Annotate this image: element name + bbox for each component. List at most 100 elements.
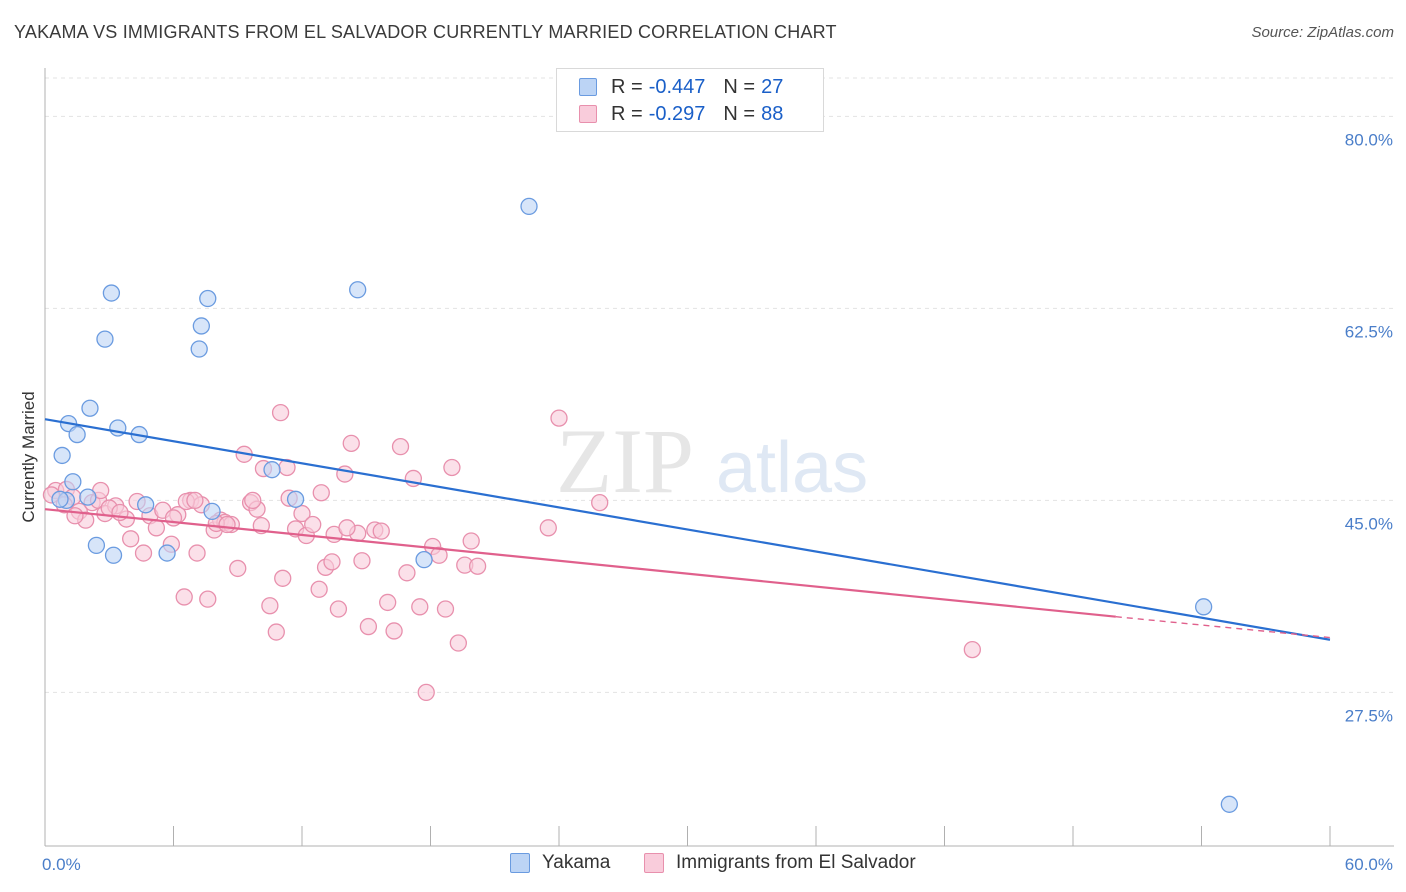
yakama-point bbox=[79, 488, 97, 506]
bottom-legend-salvador: Immigrants from El Salvador bbox=[644, 852, 916, 874]
salvador-point bbox=[261, 597, 279, 615]
salvador-point bbox=[379, 593, 397, 612]
salvador-point bbox=[353, 552, 371, 570]
yakama-point bbox=[51, 490, 69, 508]
bottom-legend-label-yakama: Yakama bbox=[542, 852, 611, 873]
yakama-point bbox=[1220, 795, 1238, 813]
salvador-point bbox=[66, 507, 84, 525]
watermark-zip: ZIP bbox=[556, 410, 694, 512]
yakama-point bbox=[102, 284, 121, 302]
salvador-point bbox=[310, 580, 328, 598]
legend-row-salvador: R = -0.297 N = 88 bbox=[579, 103, 783, 125]
salvador-point bbox=[244, 491, 262, 510]
yakama-point bbox=[158, 544, 176, 562]
legend-n-label: N = bbox=[723, 75, 756, 98]
tick-labels: 80.0% 62.5% 45.0% 27.5% 0.0% 60.0% Currently M… bbox=[19, 130, 1393, 874]
chart-source: Source: ZipAtlas.com bbox=[1251, 24, 1394, 41]
bottom-legend-swatch-yakama bbox=[510, 853, 530, 873]
yakama-point bbox=[64, 473, 82, 491]
trend-line-yakama bbox=[44, 418, 1331, 641]
y-tick-label: 27.5% bbox=[1345, 706, 1393, 725]
yakama-point bbox=[104, 546, 123, 564]
chart-title: YAKAMA VS IMMIGRANTS FROM EL SALVADOR CU… bbox=[14, 22, 837, 42]
yakama-point bbox=[68, 425, 86, 444]
salvador-point bbox=[417, 683, 435, 702]
bottom-legend-label-salvador: Immigrants from El Salvador bbox=[676, 852, 916, 873]
yakama-point bbox=[53, 446, 71, 465]
salvador-point bbox=[591, 493, 609, 512]
salvador-point bbox=[359, 617, 378, 636]
yakama-point bbox=[96, 330, 114, 348]
salvador-point bbox=[329, 600, 348, 618]
yakama-point bbox=[190, 340, 208, 358]
legend-swatch-salvador bbox=[579, 105, 597, 123]
legend-r-value: -0.447 bbox=[648, 75, 706, 98]
legend-r-value: -0.297 bbox=[648, 102, 706, 125]
yakama-point bbox=[199, 289, 217, 308]
salvador-point bbox=[550, 409, 568, 427]
yakama-point bbox=[1194, 598, 1213, 616]
salvador-point bbox=[336, 465, 354, 483]
legend-swatch-yakama bbox=[579, 78, 597, 96]
salvador-point bbox=[372, 522, 390, 540]
legend-r-label: R = bbox=[611, 75, 643, 98]
salvador-point bbox=[449, 634, 467, 652]
salvador-point bbox=[312, 484, 330, 502]
yakama-point bbox=[81, 399, 99, 417]
salvador-point bbox=[342, 434, 360, 452]
trend-line-salvador-extension bbox=[1115, 616, 1331, 639]
salvador-point bbox=[188, 544, 206, 562]
legend: R = -0.447 N = 27 R = -0.297 N = 88 bbox=[556, 68, 824, 132]
salvador-point bbox=[436, 600, 455, 618]
salvador-point bbox=[391, 437, 410, 456]
bottom-legend-swatch-salvador bbox=[644, 853, 664, 873]
legend-n-value: 27 bbox=[761, 75, 784, 98]
y-tick-label: 62.5% bbox=[1345, 322, 1393, 341]
x-tick-label: 60.0% bbox=[1345, 855, 1393, 874]
salvador-point bbox=[462, 532, 480, 550]
salvador-point bbox=[323, 553, 341, 571]
x-tick-label: 0.0% bbox=[42, 855, 81, 874]
y-tick-label: 45.0% bbox=[1345, 514, 1393, 533]
grid-lines bbox=[45, 77, 1394, 693]
bottom-legend-yakama: Yakama bbox=[510, 852, 610, 874]
yakama-point bbox=[203, 502, 221, 521]
salvador-point bbox=[271, 403, 290, 422]
yakama-point bbox=[263, 461, 281, 479]
watermark-atlas: atlas bbox=[716, 428, 868, 508]
salvador-point bbox=[267, 623, 285, 641]
salvador-point bbox=[338, 519, 356, 537]
salvador-point bbox=[963, 640, 981, 659]
axes bbox=[44, 68, 1394, 847]
legend-row-yakama: R = -0.447 N = 27 bbox=[579, 76, 783, 98]
trend-lines bbox=[44, 418, 1331, 641]
watermark: ZIP atlas bbox=[556, 410, 868, 512]
data-points bbox=[42, 197, 1238, 813]
salvador-point bbox=[443, 458, 461, 477]
yakama-point bbox=[520, 197, 538, 216]
yakama-point bbox=[415, 550, 433, 569]
salvador-point bbox=[175, 588, 193, 606]
yakama-point bbox=[349, 281, 367, 299]
trend-line-salvador bbox=[44, 508, 1116, 618]
legend-r-label: R = bbox=[611, 102, 643, 125]
legend-n-value: 88 bbox=[761, 102, 784, 125]
salvador-point bbox=[293, 504, 311, 523]
salvador-point bbox=[122, 530, 140, 548]
salvador-point bbox=[229, 559, 247, 578]
salvador-point bbox=[147, 519, 166, 537]
salvador-point bbox=[411, 598, 429, 616]
salvador-point bbox=[304, 515, 322, 534]
salvador-point bbox=[218, 515, 236, 534]
yakama-point bbox=[87, 536, 106, 555]
salvador-point bbox=[385, 622, 403, 640]
y-tick-label: 80.0% bbox=[1345, 130, 1393, 149]
salvador-point bbox=[199, 590, 217, 608]
salvador-point bbox=[274, 569, 292, 587]
legend-n-label: N = bbox=[723, 102, 756, 125]
salvador-point bbox=[398, 564, 416, 582]
salvador-point bbox=[186, 491, 204, 510]
yakama-point bbox=[286, 490, 305, 508]
yakama-point bbox=[192, 317, 210, 335]
